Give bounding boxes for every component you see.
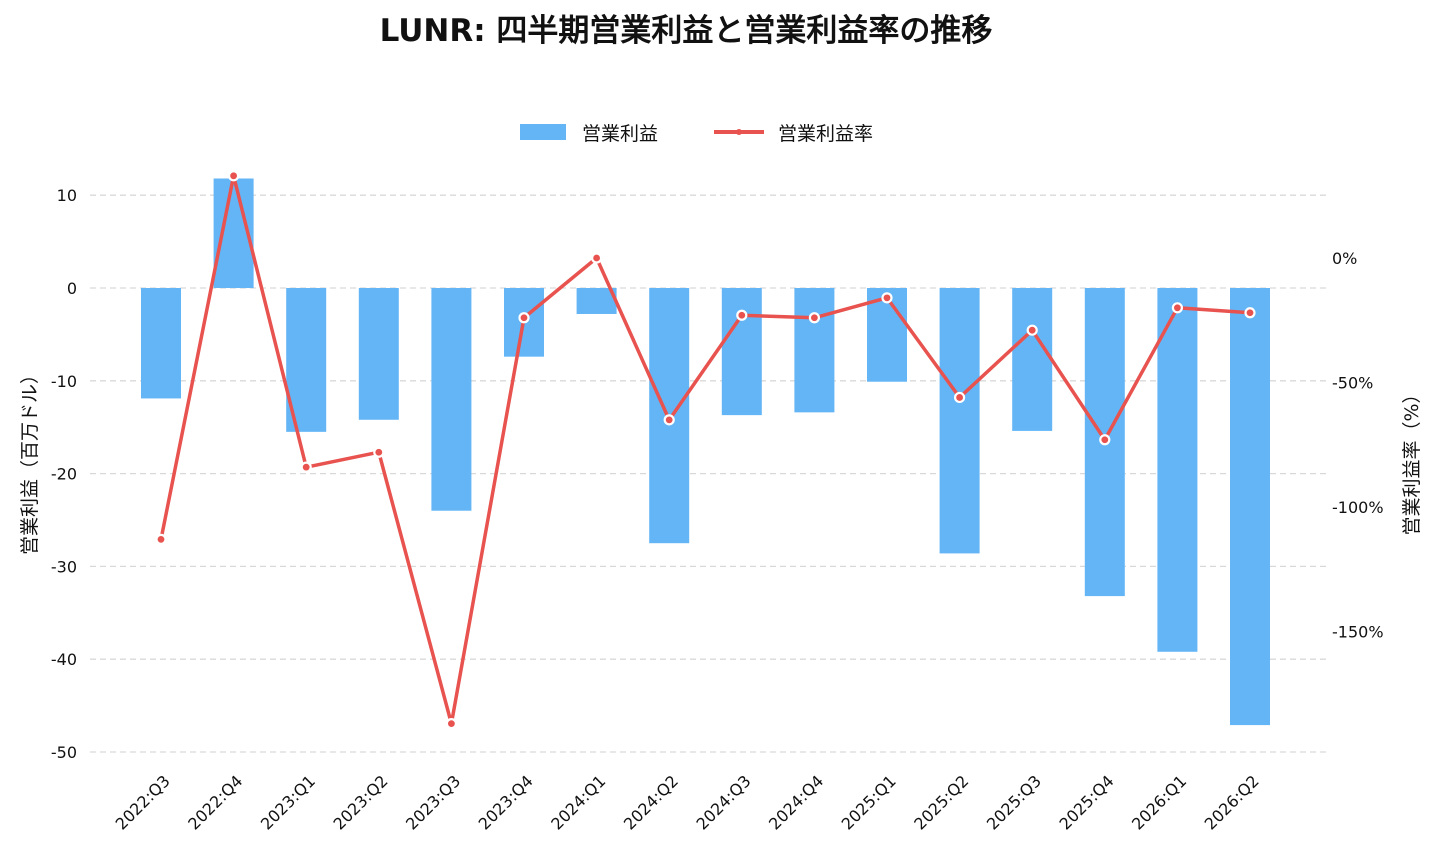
x-tick-label: 2023:Q4	[475, 771, 537, 833]
line-series	[155, 170, 1256, 730]
x-tick-label: 2024:Q4	[765, 771, 827, 833]
x-tick-label: 2025:Q4	[1055, 771, 1117, 833]
x-tick-label: 2024:Q1	[547, 771, 609, 833]
right-tick-label: 0%	[1332, 249, 1357, 268]
x-tick-label: 2025:Q2	[910, 771, 972, 833]
right-axis-label: 営業利益率（%）	[1401, 384, 1423, 535]
x-tick-label: 2025:Q3	[983, 771, 1045, 833]
bar	[1012, 288, 1053, 431]
bar	[939, 288, 980, 554]
x-tick-label: 2024:Q2	[620, 771, 682, 833]
right-axis-ticks: 0% -50% -100% -150%	[1332, 249, 1384, 642]
x-tick-label: 2023:Q3	[402, 771, 464, 833]
grid-lines	[90, 194, 1326, 753]
margin-point	[953, 391, 966, 404]
margin-line	[159, 174, 1251, 726]
chart-title: LUNR: 四半期営業利益と営業利益率の推移	[380, 13, 993, 49]
legend-swatch-bar	[520, 124, 566, 140]
margin-point	[663, 414, 675, 426]
legend-label-line: 営業利益率	[778, 123, 873, 145]
left-tick-label: -30	[51, 557, 77, 576]
legend-swatch-marker	[736, 129, 742, 135]
legend: 営業利益 営業利益率	[520, 123, 873, 145]
bar	[141, 288, 181, 399]
margin-point	[736, 309, 748, 321]
left-tick-label: -20	[51, 465, 77, 484]
right-tick-label: -50%	[1332, 374, 1373, 393]
left-tick-label: 10	[57, 186, 77, 205]
right-tick-label: -100%	[1332, 498, 1384, 517]
margin-point	[881, 292, 893, 304]
x-tick-label: 2024:Q3	[692, 771, 754, 833]
legend-label-bar: 営業利益	[582, 123, 658, 145]
bar	[794, 288, 835, 413]
margin-point	[808, 312, 821, 324]
x-tick-label: 2026:Q2	[1201, 771, 1263, 833]
bar	[1157, 288, 1198, 652]
bar	[1230, 288, 1270, 726]
margin-point	[1244, 307, 1256, 319]
x-tick-label: 2022:Q3	[112, 771, 174, 833]
bar	[431, 288, 472, 511]
margin-point	[590, 252, 603, 264]
bar	[576, 288, 617, 314]
bar	[358, 288, 399, 420]
x-tick-label: 2025:Q1	[838, 771, 900, 833]
margin-point	[1171, 302, 1184, 314]
margin-point	[155, 533, 167, 545]
margin-point	[228, 170, 240, 182]
bar	[867, 288, 907, 382]
margin-point	[1099, 434, 1111, 446]
margin-point	[518, 312, 530, 324]
left-tick-label: 0	[67, 279, 77, 298]
bar	[721, 288, 762, 416]
x-tick-label: 2026:Q1	[1128, 771, 1190, 833]
x-tick-label: 2023:Q1	[257, 771, 319, 833]
right-tick-label: -150%	[1332, 623, 1384, 642]
x-tick-label: 2022:Q4	[184, 771, 246, 833]
margin-point	[445, 718, 457, 730]
left-tick-label: -40	[51, 650, 77, 669]
margin-point	[373, 446, 385, 458]
left-axis-ticks: 10 0 -10 -20 -30 -40 -50	[51, 186, 77, 762]
left-tick-label: -10	[51, 372, 77, 391]
x-tick-label: 2023:Q2	[329, 771, 391, 833]
x-axis-ticks: 2022:Q3 2022:Q4 2023:Q1 2023:Q2 2023:Q3 2023:…	[112, 771, 1263, 833]
left-tick-label: -50	[51, 743, 77, 762]
left-axis-label: 営業利益（百万ドル）	[19, 365, 41, 555]
bar-series	[141, 178, 1270, 726]
margin-point	[300, 461, 312, 473]
margin-point	[1026, 324, 1038, 336]
